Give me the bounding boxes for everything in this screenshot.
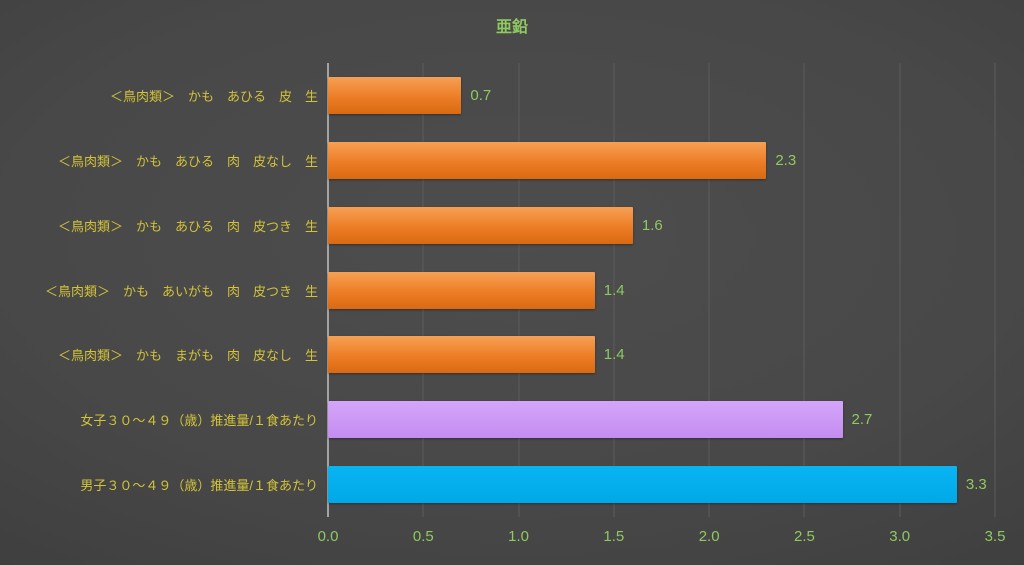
data-bar [328, 466, 957, 504]
data-bar [328, 336, 595, 374]
x-tick-label: 2.5 [793, 528, 815, 545]
gridline [708, 63, 710, 517]
data-bar [328, 401, 843, 439]
gridline [994, 63, 996, 517]
x-tick-label: 0.0 [317, 528, 339, 545]
x-tick-label: 3.0 [889, 528, 911, 545]
value-label: 1.4 [603, 346, 625, 364]
data-bar [328, 141, 767, 179]
gridline [803, 63, 805, 517]
bar-row: 男子３０～４９（歳）推進量/１食あたり 3.3 [80, 452, 995, 517]
value-label: 0.7 [470, 86, 492, 104]
category-label: 女子３０～４９（歳）推進量/１食あたり [80, 413, 318, 429]
x-tick-label: 3.5 [984, 528, 1006, 545]
bar-row: ＜鳥肉類＞ かも あひる 皮 生 0.7 [110, 63, 995, 128]
bar-rows: ＜鳥肉類＞ かも あひる 皮 生 0.7 ＜鳥肉類＞ かも あひる 肉 皮なし 生 2… [45, 63, 995, 517]
bar-row: ＜鳥肉類＞ かも あひる 肉 皮つき 生 1.6 [58, 193, 995, 258]
bar-row: ＜鳥肉類＞ かも まがも 肉 皮なし 生 1.4 [58, 322, 995, 387]
value-label: 1.6 [641, 216, 663, 234]
x-tick-label: 1.0 [508, 528, 529, 545]
value-label: 2.3 [775, 151, 797, 169]
value-label: 3.3 [965, 476, 987, 494]
data-bar [328, 206, 633, 244]
value-label: 2.7 [851, 411, 873, 429]
category-label: ＜鳥肉類＞ かも あひる 肉 皮つき 生 [57, 218, 318, 234]
x-axis: 0.0 0.5 1.0 1.5 2.0 2.5 3.0 3.5 [318, 528, 1006, 548]
x-tick-label: 1.5 [603, 528, 625, 545]
bar-row: ＜鳥肉類＞ かも あひる 肉 皮なし 生 2.3 [58, 128, 995, 193]
data-bar [328, 76, 462, 114]
gridline [899, 63, 901, 517]
category-label: 男子３０～４９（歳）推進量/１食あたり [80, 478, 318, 494]
category-label: ＜鳥肉類＞ かも あいがも 肉 皮つき 生 [44, 283, 318, 299]
category-label: ＜鳥肉類＞ かも あひる 皮 生 [109, 88, 318, 104]
category-label: ＜鳥肉類＞ かも あひる 肉 皮なし 生 [57, 153, 318, 169]
bar-row: 女子３０～４９（歳）推進量/１食あたり 2.7 [80, 387, 995, 452]
chart-title: 亜鉛 [495, 19, 528, 36]
category-label: ＜鳥肉類＞ かも まがも 肉 皮なし 生 [57, 348, 318, 364]
x-tick-label: 2.0 [698, 528, 720, 545]
x-tick-label: 0.5 [412, 528, 434, 545]
value-label: 1.4 [603, 281, 625, 299]
gridline [613, 63, 615, 517]
bar-row: ＜鳥肉類＞ かも あいがも 肉 皮つき 生 1.4 [45, 258, 995, 323]
plot-area: ＜鳥肉類＞ かも あひる 皮 生 0.7 ＜鳥肉類＞ かも あひる 肉 皮なし 生 2… [45, 63, 996, 517]
data-bar [328, 271, 595, 309]
